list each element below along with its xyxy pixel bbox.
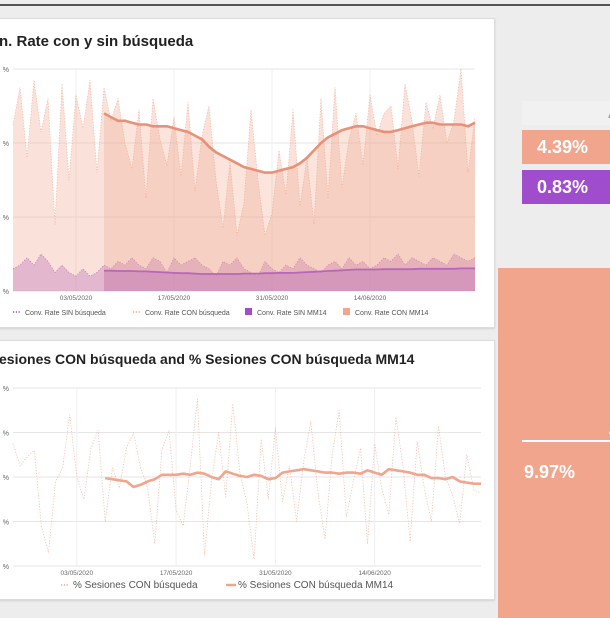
- x-tick-label: 17/05/2020: [160, 570, 193, 577]
- legend-label: % Sesiones CON búsqueda: [73, 580, 198, 591]
- legend-label: Conv. Rate CON búsqueda: [145, 310, 230, 317]
- legend-swatch: [343, 308, 350, 315]
- conv-rate-chart-card: n. Rate con y sin búsqueda %%%% 03/05/202…: [0, 18, 495, 328]
- sessions-chart-card: esiones CON búsqueda and % Sesiones CON …: [0, 340, 495, 600]
- y-tick-label: %: [3, 475, 9, 482]
- series-line: [105, 467, 481, 489]
- y-tick-label: %: [3, 564, 9, 571]
- series-area: [104, 113, 475, 292]
- series-line: [12, 68, 476, 236]
- series-line: [12, 398, 482, 560]
- conv-rate-chart[interactable]: %%%% 03/05/2020 17/05/2020 31/05/2020 14/06/…: [0, 19, 494, 327]
- y-tick-label: %: [3, 386, 9, 393]
- x-tick-label: 31/05/2020: [256, 295, 289, 302]
- chart-title: n. Rate con y sin búsqueda: [0, 33, 194, 50]
- scorecard-header: A: [522, 420, 610, 442]
- y-tick-label: %: [3, 67, 9, 74]
- y-tick-label: %: [3, 431, 9, 438]
- x-tick-label: 03/05/2020: [61, 570, 94, 577]
- kpi-conv-con-busqueda: 4.39%: [522, 130, 610, 164]
- x-tick-label: 03/05/2020: [60, 295, 93, 302]
- y-tick-label: %: [3, 520, 9, 527]
- x-tick-label: 14/06/2020: [354, 295, 387, 302]
- x-tick-label: 17/05/2020: [158, 295, 191, 302]
- x-tick-label: 14/06/2020: [358, 570, 391, 577]
- legend-label: Conv. Rate CON MM14: [355, 310, 428, 317]
- series-line: [104, 267, 475, 275]
- scorecard-value: 9.97%: [524, 462, 576, 482]
- legend-swatch: [245, 308, 252, 315]
- x-tick-label: 31/05/2020: [259, 570, 292, 577]
- sessions-scorecard-panel: A 9.97%: [498, 268, 610, 618]
- y-tick-label: %: [3, 289, 9, 296]
- series-area: [13, 69, 475, 291]
- sessions-chart[interactable]: %%%%% 03/05/2020 17/05/2020 31/05/2020 14/06…: [0, 341, 494, 599]
- chart-title: esiones CON búsqueda and % Sesiones CON …: [0, 351, 415, 367]
- series-line: [103, 112, 476, 174]
- y-tick-label: %: [3, 141, 9, 148]
- kpi-header: A: [522, 101, 610, 125]
- kpi-conv-sin-busqueda: 0.83%: [522, 170, 610, 204]
- legend-label: % Sesiones CON búsqueda MM14: [238, 580, 394, 591]
- top-divider: [0, 4, 610, 6]
- series-line: [12, 253, 476, 277]
- legend-label: Conv. Rate SIN MM14: [257, 310, 327, 317]
- y-tick-label: %: [3, 215, 9, 222]
- legend-label: Conv. Rate SIN búsqueda: [25, 310, 106, 317]
